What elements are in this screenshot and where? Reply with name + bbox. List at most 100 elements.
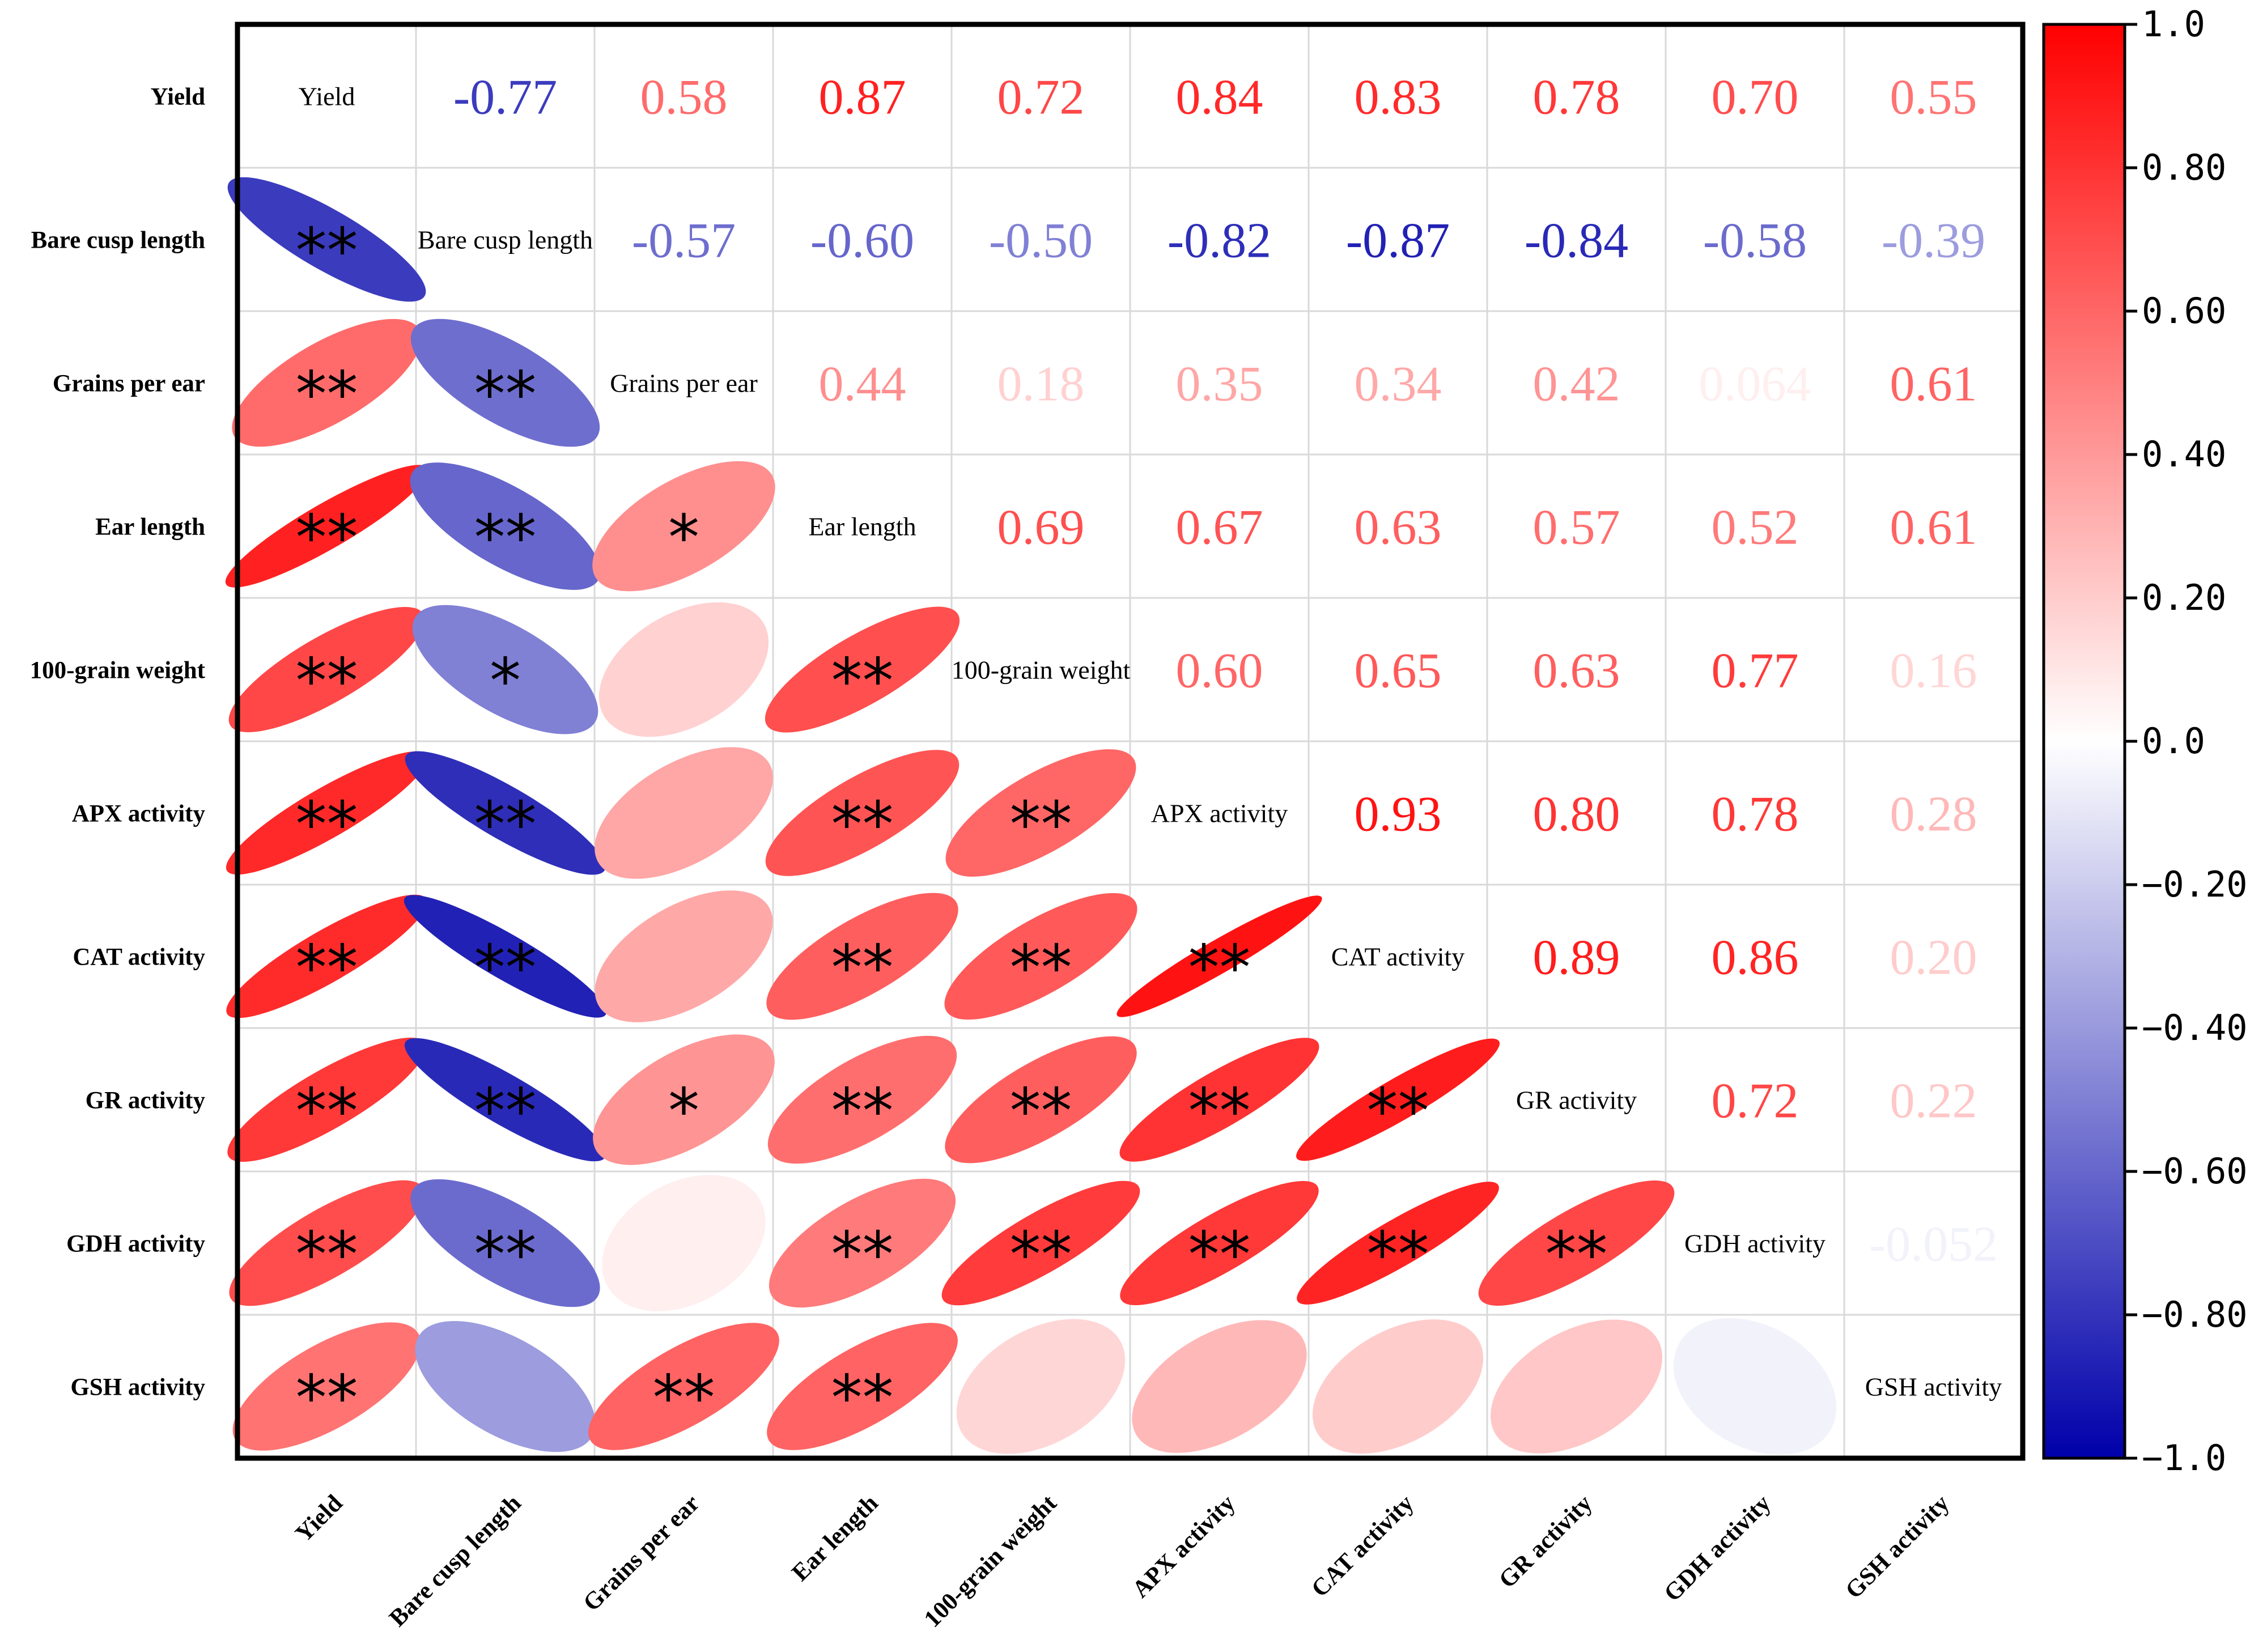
significance-marker: **: [831, 788, 894, 861]
correlation-ellipse: [410, 462, 601, 590]
matrix-cells: Yield -0.77 0.58 0.87 0.72 0.84 0.83 0.78 0.70 0.…: [225, 70, 2002, 1455]
diagonal-label: CAT activity: [1331, 942, 1465, 971]
plot-frame: [235, 22, 2026, 1461]
correlation-ellipse: [945, 1036, 1137, 1163]
correlation-ellipse: [1673, 1318, 1837, 1455]
coefficient-value: 0.55: [1890, 70, 1977, 125]
correlation-ellipse: [226, 751, 428, 875]
coefficient-value: 0.44: [819, 357, 906, 412]
significance-marker: **: [831, 1075, 894, 1148]
coefficient-value: 0.86: [1712, 931, 1799, 986]
diagonal-label: Ear length: [808, 512, 916, 541]
correlation-ellipse: [410, 318, 600, 447]
colorbar-tick-label: 0.0: [2142, 720, 2205, 762]
coefficient-value: 0.63: [1533, 644, 1620, 699]
correlation-ellipse: [767, 1035, 957, 1164]
coefficient-value: 0.20: [1890, 931, 1977, 986]
correlation-ellipse: [766, 893, 958, 1020]
diagonal-label: GDH activity: [1684, 1229, 1826, 1258]
correlation-ellipse: [227, 1037, 426, 1162]
correlation-ellipse: [412, 605, 598, 734]
correlation-ellipse: [941, 1180, 1140, 1306]
correlation-ellipse: [588, 1323, 779, 1450]
coefficient-value: 0.35: [1176, 357, 1263, 412]
colorbar-tick-label: −0.60: [2142, 1150, 2248, 1192]
coefficient-value: 0.69: [997, 500, 1085, 555]
row-label-apx-activity: APX activity: [72, 801, 206, 827]
coefficient-value: -0.50: [989, 214, 1093, 269]
significance-marker: **: [296, 1362, 358, 1434]
correlation-ellipse: [945, 749, 1136, 877]
row-labels: Yield Bare cusp length Grains per ear Ear l…: [30, 84, 206, 1401]
coefficient-value: 0.87: [819, 70, 906, 125]
row-label-100-grain-weight: 100-grain weight: [30, 657, 206, 684]
coefficient-value: 0.78: [1533, 70, 1620, 125]
coefficient-value: 0.61: [1890, 500, 1977, 555]
coefficient-value: 0.61: [1890, 357, 1977, 412]
correlation-ellipse: [232, 318, 422, 447]
coefficient-value: 0.34: [1355, 357, 1442, 412]
correlation-ellipse: [227, 177, 426, 302]
row-label-ear-length: Ear length: [95, 514, 205, 541]
coefficient-value: 0.064: [1699, 357, 1811, 412]
coefficient-value: -0.87: [1346, 214, 1450, 269]
coefficient-value: 0.65: [1355, 644, 1442, 699]
column-label-gr-activity: GR activity: [1494, 1489, 1598, 1593]
coefficient-value: 0.52: [1712, 500, 1799, 555]
correlation-ellipse: [404, 895, 607, 1018]
coefficient-value: 0.18: [997, 357, 1085, 412]
coefficient-value: 0.77: [1712, 644, 1799, 699]
column-label-yield: Yield: [290, 1490, 347, 1547]
column-label-gdh-activity: GDH activity: [1659, 1489, 1776, 1607]
diagonal-label: Yield: [299, 82, 355, 111]
significance-marker: **: [1010, 932, 1072, 1004]
significance-marker: **: [296, 502, 358, 574]
significance-marker: **: [1010, 788, 1072, 861]
coefficient-value: 0.70: [1712, 70, 1799, 125]
colorbar-tick-label: 0.60: [2142, 290, 2226, 332]
significance-marker: **: [296, 358, 358, 431]
colorbar: 1.0 0.80 0.60 0.40 0.20 0.0 −0.20 −0.40 −0.60 −0.…: [2042, 3, 2248, 1479]
row-label-yield: Yield: [151, 84, 205, 111]
significance-marker: **: [1188, 1075, 1251, 1148]
correlation-ellipse: [1132, 1320, 1307, 1453]
grid-lines: [237, 24, 2023, 1458]
colorbar-tick-label: 1.0: [2142, 3, 2205, 45]
diagonal-label: Grains per ear: [610, 369, 758, 398]
correlation-ellipse: [944, 893, 1137, 1020]
correlation-ellipse: [1297, 1182, 1499, 1305]
colorbar-tick-label: −0.80: [2142, 1294, 2248, 1335]
correlation-ellipse: [405, 751, 606, 875]
diagonal-label: GR activity: [1516, 1086, 1637, 1115]
coefficient-value: 0.72: [997, 70, 1085, 125]
significance-marker: **: [474, 1075, 537, 1148]
correlation-ellipse: [602, 1175, 766, 1311]
correlation-ellipse: [228, 606, 425, 733]
coefficient-value: 0.89: [1533, 931, 1620, 986]
significance-marker: **: [1367, 1218, 1429, 1291]
column-label-100-grain-weight: 100-grain weight: [919, 1489, 1062, 1632]
correlation-ellipse: [1478, 1180, 1675, 1306]
coefficient-value: -0.052: [1869, 1217, 1998, 1272]
coefficient-value: -0.84: [1525, 214, 1628, 269]
correlation-ellipse: [226, 894, 427, 1018]
significance-marker: **: [831, 932, 894, 1004]
coefficient-value: 0.72: [1712, 1074, 1799, 1129]
coefficient-value: 0.67: [1176, 500, 1263, 555]
colorbar-tick-label: 0.80: [2142, 147, 2226, 188]
correlation-ellipse: [1491, 1319, 1662, 1454]
correlation-ellipse: [229, 1180, 424, 1306]
coefficient-value: 0.16: [1890, 644, 1977, 699]
coefficient-value: -0.82: [1168, 214, 1271, 269]
diagonal-label: 100-grain weight: [952, 656, 1131, 685]
significance-marker: **: [474, 788, 537, 861]
column-label-grains-per-ear: Grains per ear: [578, 1490, 705, 1617]
significance-marker: **: [296, 645, 358, 717]
correlation-ellipse: [767, 1323, 958, 1450]
coefficient-value: 0.22: [1890, 1074, 1977, 1129]
coefficient-value: 0.80: [1533, 787, 1620, 842]
column-label-gsh-activity: GSH activity: [1840, 1489, 1955, 1604]
correlation-ellipse: [1296, 1038, 1500, 1161]
significance-marker: **: [653, 1362, 715, 1434]
coefficient-value: -0.77: [453, 70, 557, 125]
